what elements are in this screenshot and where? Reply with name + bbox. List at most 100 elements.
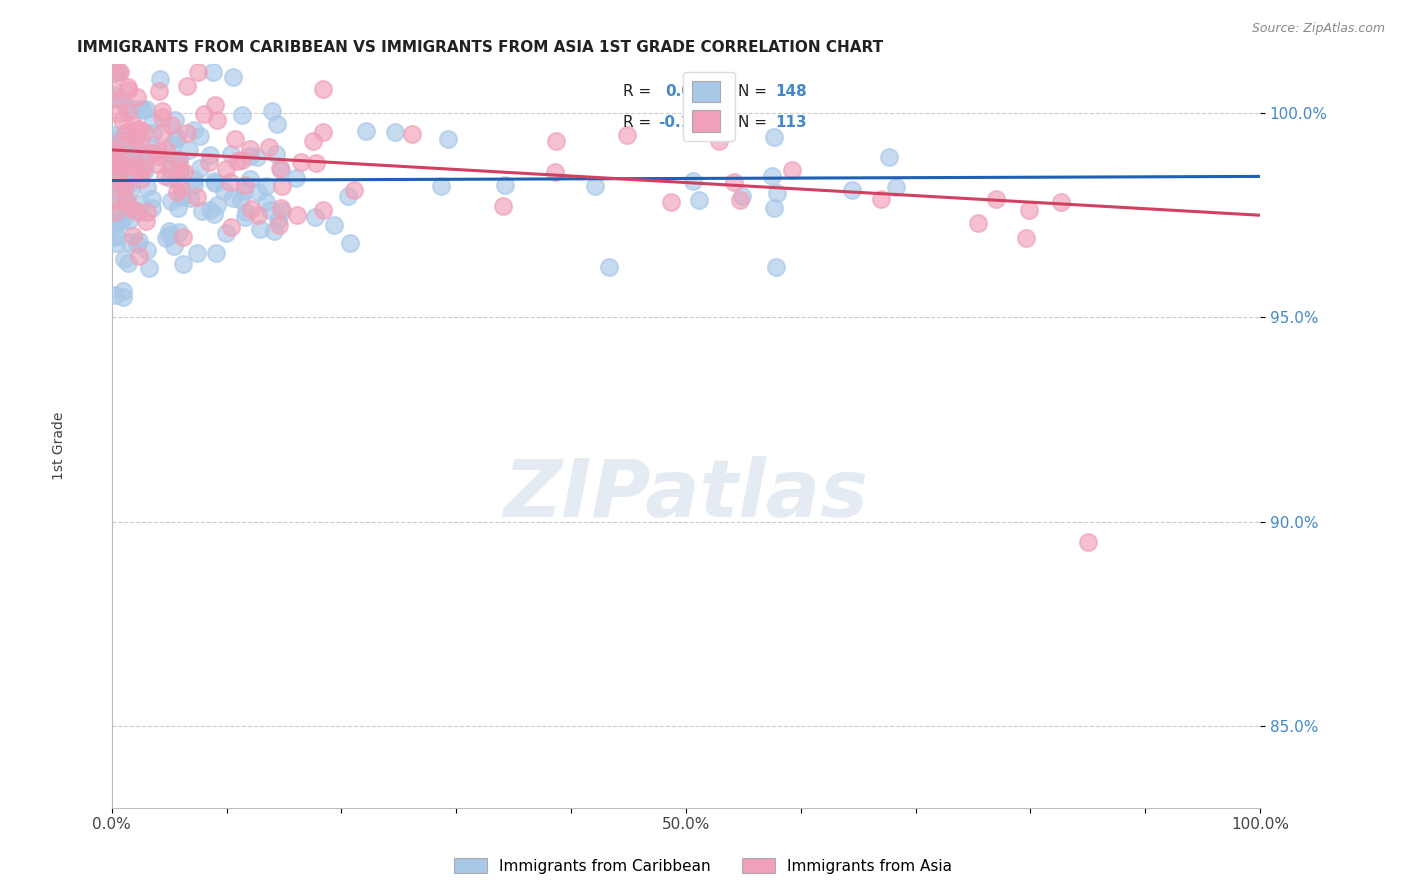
Point [761, 169, 783, 184]
Point [170, 188, 193, 202]
Point [869, 193, 891, 207]
Point [240, 202, 263, 217]
Point [162, 138, 184, 153]
Point [117, 83, 139, 97]
Point [260, 104, 283, 119]
Point [886, 180, 908, 194]
Point [205, 112, 228, 127]
Point [233, 185, 256, 199]
Point [233, 210, 256, 224]
Point [202, 207, 225, 221]
Point [103, 173, 125, 187]
Text: N =: N = [738, 115, 772, 130]
Point [205, 246, 228, 260]
Point [107, 159, 129, 173]
Point [342, 183, 364, 197]
Point [401, 128, 423, 142]
Point [766, 186, 789, 201]
Point [186, 245, 208, 260]
Point [166, 186, 188, 200]
Point [121, 150, 143, 164]
Point [285, 170, 308, 185]
Point [271, 204, 294, 219]
Point [111, 149, 134, 163]
Point [172, 257, 194, 271]
Point [155, 143, 177, 157]
Point [966, 216, 988, 230]
Point [183, 123, 205, 137]
Point [115, 194, 138, 209]
Point [598, 260, 620, 275]
Point [205, 198, 228, 212]
Point [122, 103, 145, 117]
Point [1077, 535, 1099, 549]
Point [104, 153, 127, 167]
Point [103, 160, 125, 174]
Point [105, 236, 128, 251]
Point [356, 124, 378, 138]
Point [103, 144, 125, 158]
Point [176, 78, 198, 93]
Point [219, 147, 242, 161]
Point [219, 219, 242, 234]
Point [103, 193, 125, 207]
Text: Source: ZipAtlas.com: Source: ZipAtlas.com [1251, 22, 1385, 36]
Point [429, 178, 451, 193]
Point [222, 70, 245, 84]
Text: N =: N = [738, 84, 772, 99]
Point [339, 235, 361, 250]
Point [201, 65, 224, 79]
Point [103, 83, 125, 97]
Legend: Immigrants from Caribbean, Immigrants from Asia: Immigrants from Caribbean, Immigrants fr… [447, 852, 959, 880]
Point [177, 143, 200, 157]
Point [103, 88, 125, 103]
Point [110, 215, 132, 229]
Point [169, 153, 191, 167]
Point [728, 193, 751, 207]
Point [544, 134, 567, 148]
Point [312, 202, 335, 217]
Point [104, 175, 127, 189]
Point [1018, 202, 1040, 217]
Point [135, 243, 157, 257]
Point [114, 144, 136, 158]
Point [193, 106, 215, 120]
Point [172, 230, 194, 244]
Text: 113: 113 [776, 115, 807, 130]
Point [104, 288, 127, 302]
Point [198, 154, 221, 169]
Point [103, 65, 125, 79]
Point [121, 119, 143, 133]
Point [246, 209, 269, 223]
Point [271, 178, 294, 193]
Point [159, 171, 181, 186]
Point [153, 169, 176, 184]
Point [128, 234, 150, 248]
Point [176, 126, 198, 140]
Point [214, 184, 236, 198]
Point [135, 214, 157, 228]
Point [107, 92, 129, 106]
Point [160, 194, 183, 208]
Point [135, 102, 157, 116]
Point [266, 117, 288, 131]
Point [688, 194, 710, 208]
Point [111, 291, 134, 305]
Point [191, 203, 214, 218]
Point [150, 110, 173, 124]
Point [304, 155, 326, 169]
Point [165, 113, 187, 128]
Point [148, 84, 170, 98]
Point [155, 230, 177, 244]
Point [685, 114, 707, 128]
Point [110, 93, 132, 107]
Point [104, 230, 127, 244]
Point [214, 226, 236, 240]
Text: 1st Grade: 1st Grade [52, 412, 66, 480]
Text: R =: R = [623, 115, 655, 130]
Point [107, 65, 129, 79]
Point [198, 148, 221, 162]
Point [134, 156, 156, 170]
Point [129, 136, 152, 150]
Point [108, 169, 131, 183]
